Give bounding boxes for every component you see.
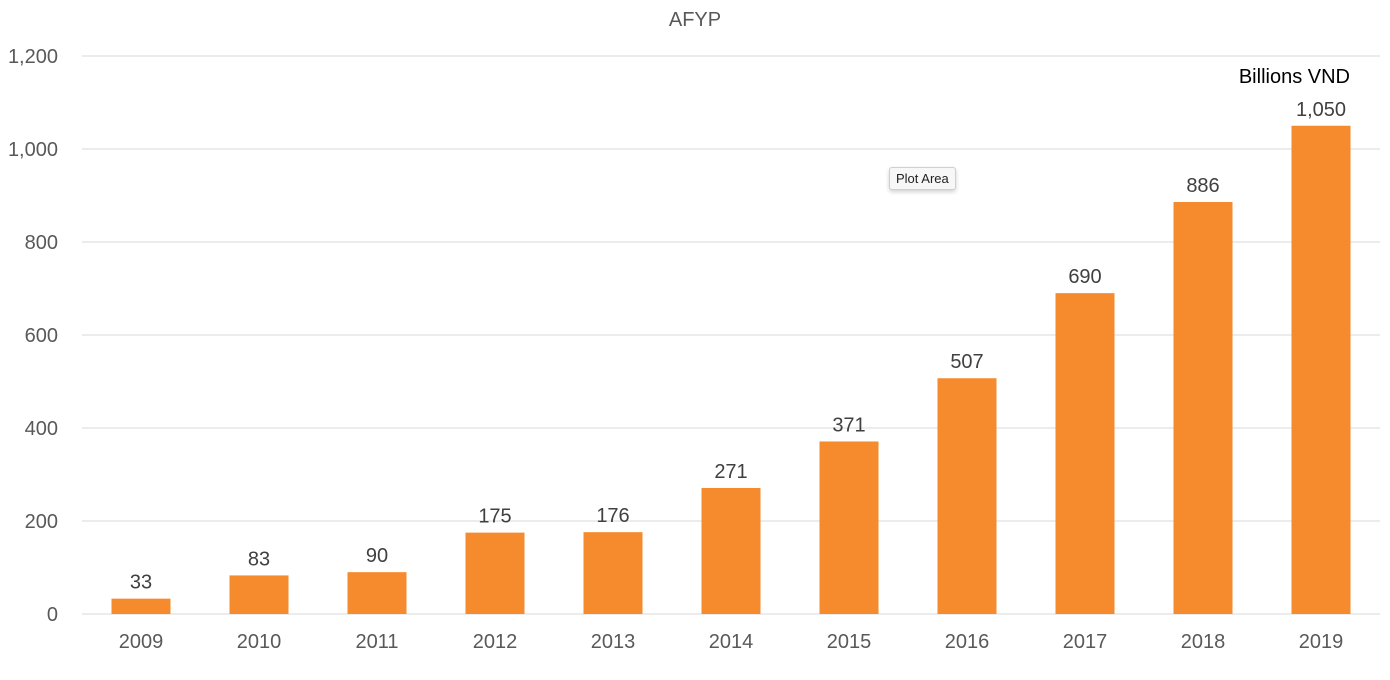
data-label: 886 [1186, 175, 1219, 197]
data-label: 175 [478, 506, 511, 528]
x-tick-label: 2010 [237, 631, 282, 653]
plot-area-tooltip: Plot Area [889, 167, 956, 190]
bar[interactable] [819, 441, 879, 614]
bar[interactable] [583, 532, 643, 614]
gridlines [82, 55, 1380, 615]
y-tick-label: 800 [25, 232, 58, 254]
data-label: 371 [832, 414, 865, 436]
x-tick-label: 2014 [709, 631, 754, 653]
data-label: 83 [248, 548, 270, 570]
bar[interactable] [1173, 202, 1233, 614]
x-tick-label: 2015 [827, 631, 872, 653]
bar[interactable] [1291, 125, 1351, 614]
x-tick-label: 2019 [1299, 631, 1344, 653]
y-tick-label: 0 [47, 604, 58, 626]
chart-title: AFYP [669, 9, 721, 31]
y-tick-label: 1,000 [8, 139, 58, 161]
data-labels: 33 83 90 175 176 271 371 507 690 886 1,050 [130, 99, 1346, 594]
data-label: 33 [130, 572, 152, 594]
bar[interactable] [111, 598, 171, 614]
unit-label: Billions VND [1239, 66, 1350, 88]
y-axis-ticks: 0 200 400 600 800 1,000 1,200 [8, 46, 58, 626]
y-tick-label: 200 [25, 511, 58, 533]
x-tick-label: 2011 [355, 631, 398, 653]
x-tick-label: 2013 [591, 631, 636, 653]
bar[interactable] [701, 487, 761, 614]
bar[interactable] [347, 572, 407, 614]
x-tick-label: 2017 [1063, 631, 1108, 653]
bar[interactable] [465, 532, 525, 614]
bar[interactable] [937, 378, 997, 614]
data-label: 1,050 [1296, 99, 1346, 121]
bars[interactable] [111, 125, 1351, 614]
bar[interactable] [1055, 293, 1115, 614]
data-label: 690 [1068, 266, 1101, 288]
y-tick-label: 1,200 [8, 46, 58, 68]
x-axis-ticks: 2009 2010 2011 2012 2013 2014 2015 2016 2017 2018… [119, 631, 1344, 653]
y-tick-label: 400 [25, 418, 58, 440]
data-label: 176 [596, 505, 629, 527]
y-tick-label: 600 [25, 325, 58, 347]
x-tick-label: 2009 [119, 631, 164, 653]
data-label: 507 [950, 351, 983, 373]
bar[interactable] [229, 575, 289, 614]
data-label: 271 [714, 461, 747, 483]
x-tick-label: 2016 [945, 631, 990, 653]
x-tick-label: 2018 [1181, 631, 1226, 653]
data-label: 90 [366, 545, 388, 567]
x-tick-label: 2012 [473, 631, 518, 653]
